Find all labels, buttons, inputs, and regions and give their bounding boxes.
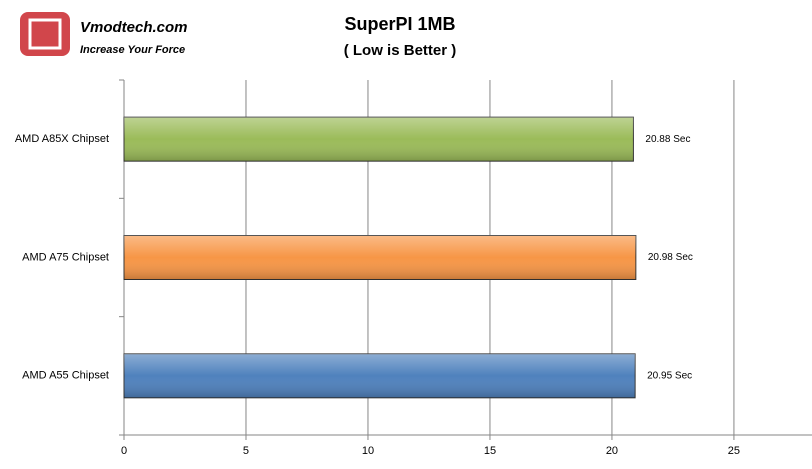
logo-tagline: Increase Your Force [80,44,185,56]
chart-subtitle: ( Low is Better ) [344,42,457,59]
value-label: 20.95 Sec [647,370,692,381]
logo-name: Vmodtech.com [80,19,188,36]
y-tick-label: AMD A55 Chipset [22,370,109,382]
value-label: 20.88 Sec [645,134,690,145]
x-tick-label: 0 [121,445,127,457]
x-tick-label: 25 [728,445,740,457]
logo-icon [20,12,70,56]
bar-shade [124,353,636,398]
y-tick-label: AMD A75 Chipset [22,251,109,263]
value-label: 20.98 Sec [648,252,693,263]
x-tick-label: 5 [243,445,249,457]
x-tick-label: 15 [484,445,496,457]
chart-title: SuperPI 1MB [344,14,455,34]
bar-shade [124,235,636,280]
x-tick-label: 10 [362,445,374,457]
x-tick-label: 20 [606,445,618,457]
logo: Vmodtech.com Increase Your Force [20,12,188,56]
y-tick-label: AMD A85X Chipset [15,133,109,145]
logo-pattern [28,18,62,50]
bar-shade [124,117,634,162]
